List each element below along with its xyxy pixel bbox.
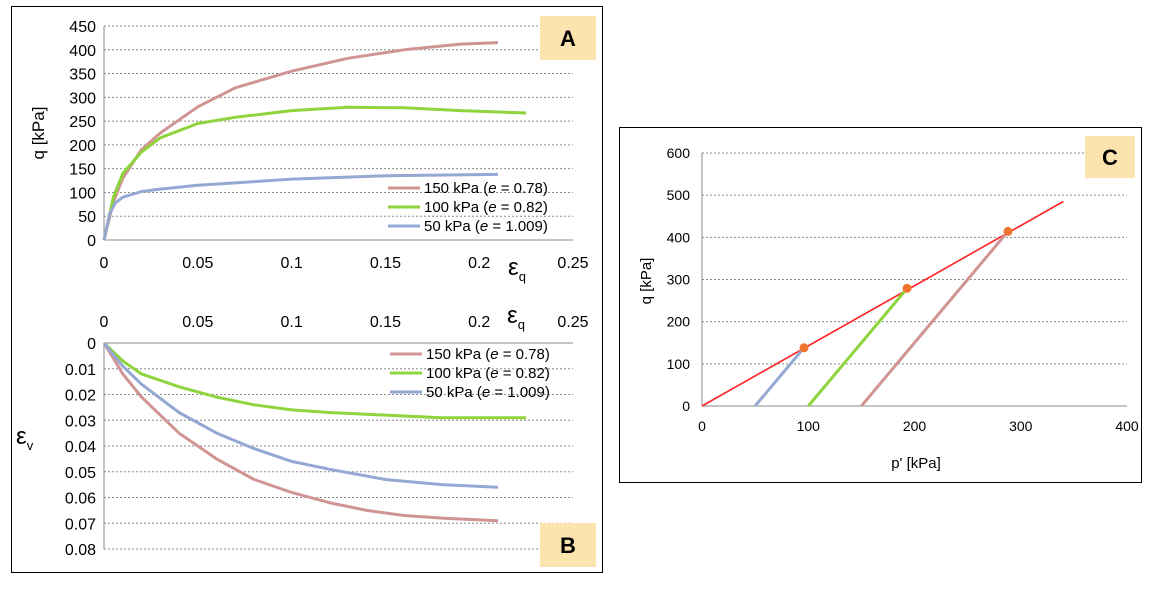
b-y-axis-label: εv [16,423,34,453]
c-failure-point-2 [1003,226,1013,236]
b-x-tick: 0.15 [370,314,401,331]
b-y-tick: 0.01 [65,362,96,379]
c-y-tick: 0 [682,398,690,414]
b-y-tick: 0.04 [65,439,96,456]
b-y-tick: 0.05 [65,465,96,482]
b-y-tick: 0 [87,336,96,353]
b-x-tick: 0.25 [557,314,588,331]
a-y-tick: 350 [69,67,96,84]
b-series-line-0 [102,342,499,523]
b-y-tick: 0.02 [65,388,96,405]
c-series-line-1 [753,346,806,407]
a-series-line-0 [102,41,499,241]
a-y-tick: 200 [69,138,96,155]
a-x-tick: 0.15 [370,255,401,272]
c-x-tick: 100 [797,418,821,434]
c-y-axis-label: q [kPa] [638,258,655,305]
a-x-axis-label: εq [508,254,526,284]
a-legend-label-0: 150 kPa (e = 0.78) [424,180,548,197]
b-x-tick: 0 [100,314,109,331]
a-y-tick: 450 [69,19,96,36]
c-y-tick: 200 [667,314,691,330]
a-y-axis-label: q [kPa] [29,107,48,160]
b-badge-label: B [560,533,576,558]
c-series-line-3 [860,230,1010,407]
c-x-tick: 200 [903,418,927,434]
c-x-tick: 300 [1009,418,1033,434]
a-series-line-2 [102,172,499,241]
c-y-tick: 400 [667,229,691,245]
a-badge [540,16,596,60]
a-y-tick: 100 [69,185,96,202]
a-x-tick: 0.25 [557,255,588,272]
a-y-tick: 300 [69,90,96,107]
a-y-tick: 0 [87,233,96,250]
c-x-tick: 0 [698,418,706,434]
a-x-tick: 0.05 [182,255,213,272]
b-y-tick: 0.07 [65,516,96,533]
b-legend-label-1: 100 kPa (e = 0.82) [426,365,550,382]
a-x-tick: 0 [100,255,109,272]
b-series-line-1 [102,341,527,420]
c-failure-point-1 [902,283,912,293]
c-y-tick: 500 [667,187,691,203]
a-badge-label: A [560,26,576,51]
b-y-tick: 0.08 [65,542,96,559]
b-x-tick: 0.1 [280,314,302,331]
a-legend-label-1: 100 kPa (e = 0.82) [424,199,548,216]
c-badge-label: C [1102,145,1118,170]
b-x-tick: 0.05 [182,314,213,331]
a-x-tick: 0.2 [468,255,490,272]
a-y-tick: 250 [69,114,96,131]
c-failure-point-0 [799,343,809,353]
c-y-tick: 600 [667,145,691,161]
a-legend-label-2: 50 kPa (e = 1.009) [424,218,548,235]
a-y-tick: 400 [69,43,96,60]
b-y-tick: 0.03 [65,413,96,430]
chart-panel-c [619,127,1142,483]
a-series-line-1 [102,105,527,241]
c-badge [1085,136,1135,178]
c-y-tick: 300 [667,272,691,288]
b-x-axis-label: εq [507,302,525,332]
a-y-tick: 50 [78,209,96,226]
b-legend-label-2: 50 kPa (e = 1.009) [426,384,550,401]
c-series-line-2 [807,287,909,407]
b-y-tick: 0.06 [65,491,96,508]
chart-panel-ab [11,6,603,573]
c-y-tick: 100 [667,356,691,372]
b-series-line-2 [102,342,499,489]
c-x-axis-label: p' [kPa] [891,455,941,472]
a-y-tick: 150 [69,162,96,179]
c-x-tick: 400 [1115,418,1139,434]
b-badge [540,523,596,567]
b-legend-label-0: 150 kPa (e = 0.78) [426,346,550,363]
b-x-tick: 0.2 [468,314,490,331]
a-x-tick: 0.1 [280,255,302,272]
